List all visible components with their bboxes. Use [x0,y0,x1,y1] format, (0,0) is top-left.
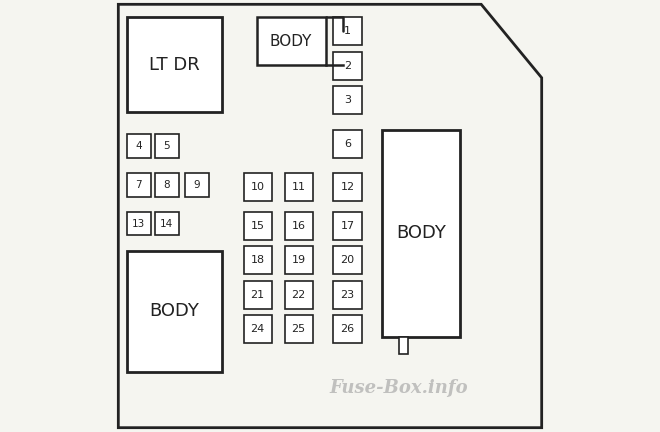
Bar [127,173,150,197]
Text: 6: 6 [344,139,351,149]
Bar [284,212,313,240]
Text: 2: 2 [344,61,351,71]
Text: 26: 26 [341,324,354,334]
Text: 22: 22 [292,290,306,300]
Text: 4: 4 [135,141,142,151]
Text: 1: 1 [344,26,351,36]
Text: 11: 11 [292,182,306,192]
Text: 18: 18 [251,255,265,265]
FancyBboxPatch shape [382,130,459,337]
Text: 25: 25 [292,324,306,334]
Text: 14: 14 [160,219,174,229]
Bar [185,173,209,197]
FancyBboxPatch shape [257,17,325,65]
FancyBboxPatch shape [127,17,222,112]
Bar [127,134,150,158]
Bar [333,130,362,158]
Bar [333,86,362,114]
Text: Fuse-Box.info: Fuse-Box.info [329,379,468,397]
Text: BODY: BODY [396,224,446,242]
Bar [333,17,362,45]
Bar [333,281,362,309]
Bar [333,315,362,343]
Bar [333,173,362,201]
Bar [244,173,272,201]
Bar [155,134,179,158]
Bar [244,246,272,274]
Text: BODY: BODY [150,302,199,320]
Text: 5: 5 [164,141,170,151]
Bar [284,246,313,274]
Bar [127,212,150,235]
Bar [333,212,362,240]
Bar [244,315,272,343]
Text: 24: 24 [251,324,265,334]
Polygon shape [118,4,542,428]
Text: LT DR: LT DR [149,56,200,74]
Text: 3: 3 [344,95,351,105]
Text: 19: 19 [292,255,306,265]
Text: 13: 13 [132,219,145,229]
Bar [399,337,408,354]
Bar [284,315,313,343]
FancyBboxPatch shape [127,251,222,372]
Bar [284,281,313,309]
Bar [155,212,179,235]
Bar [284,173,313,201]
Bar [155,173,179,197]
Bar [333,246,362,274]
Text: 21: 21 [251,290,265,300]
Bar [244,281,272,309]
Text: BODY: BODY [270,34,312,48]
Text: 10: 10 [251,182,265,192]
Bar [244,212,272,240]
Text: 12: 12 [341,182,354,192]
Text: 7: 7 [135,180,142,190]
Text: 20: 20 [341,255,354,265]
Text: 9: 9 [194,180,201,190]
Text: 17: 17 [341,221,354,231]
Text: 23: 23 [341,290,354,300]
Text: 8: 8 [164,180,170,190]
Text: 15: 15 [251,221,265,231]
Text: 16: 16 [292,221,306,231]
Bar [333,52,362,80]
